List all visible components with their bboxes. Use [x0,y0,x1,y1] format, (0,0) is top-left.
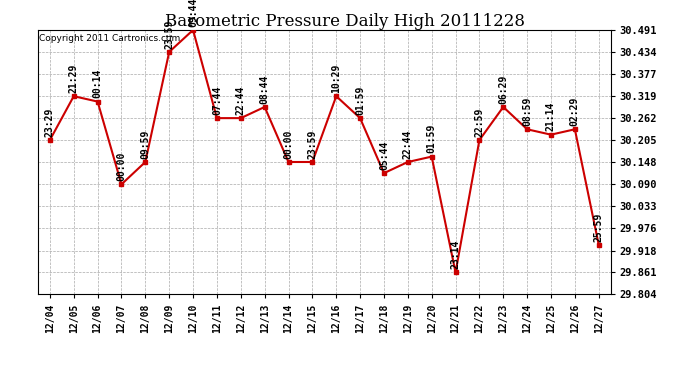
Text: 06:29: 06:29 [498,74,509,104]
Text: 22:44: 22:44 [236,86,246,115]
Text: 23:29: 23:29 [45,108,55,137]
Text: 07:44: 07:44 [212,86,222,115]
Text: 25:59: 25:59 [593,212,604,242]
Text: 01:59: 01:59 [355,86,365,115]
Text: 22:44: 22:44 [403,129,413,159]
Text: 08:44: 08:44 [259,74,270,104]
Text: 02:29: 02:29 [570,97,580,126]
Text: 23:14: 23:14 [451,240,460,269]
Text: Barometric Pressure Daily High 20111228: Barometric Pressure Daily High 20111228 [165,13,525,30]
Text: 05:44: 05:44 [379,141,389,170]
Text: 00:00: 00:00 [284,129,293,159]
Text: 23:59: 23:59 [164,20,174,49]
Text: 23:59: 23:59 [307,129,317,159]
Text: 08:59: 08:59 [522,97,532,126]
Text: 21:14: 21:14 [546,102,556,132]
Text: 09:44: 09:44 [188,0,198,27]
Text: 21:29: 21:29 [69,64,79,93]
Text: 10:29: 10:29 [331,64,342,93]
Text: 00:00: 00:00 [117,152,126,181]
Text: 09:59: 09:59 [140,129,150,159]
Text: Copyright 2011 Cartronics.com: Copyright 2011 Cartronics.com [39,34,180,43]
Text: 01:59: 01:59 [426,124,437,153]
Text: 22:59: 22:59 [475,108,484,137]
Text: 00:14: 00:14 [92,69,103,98]
